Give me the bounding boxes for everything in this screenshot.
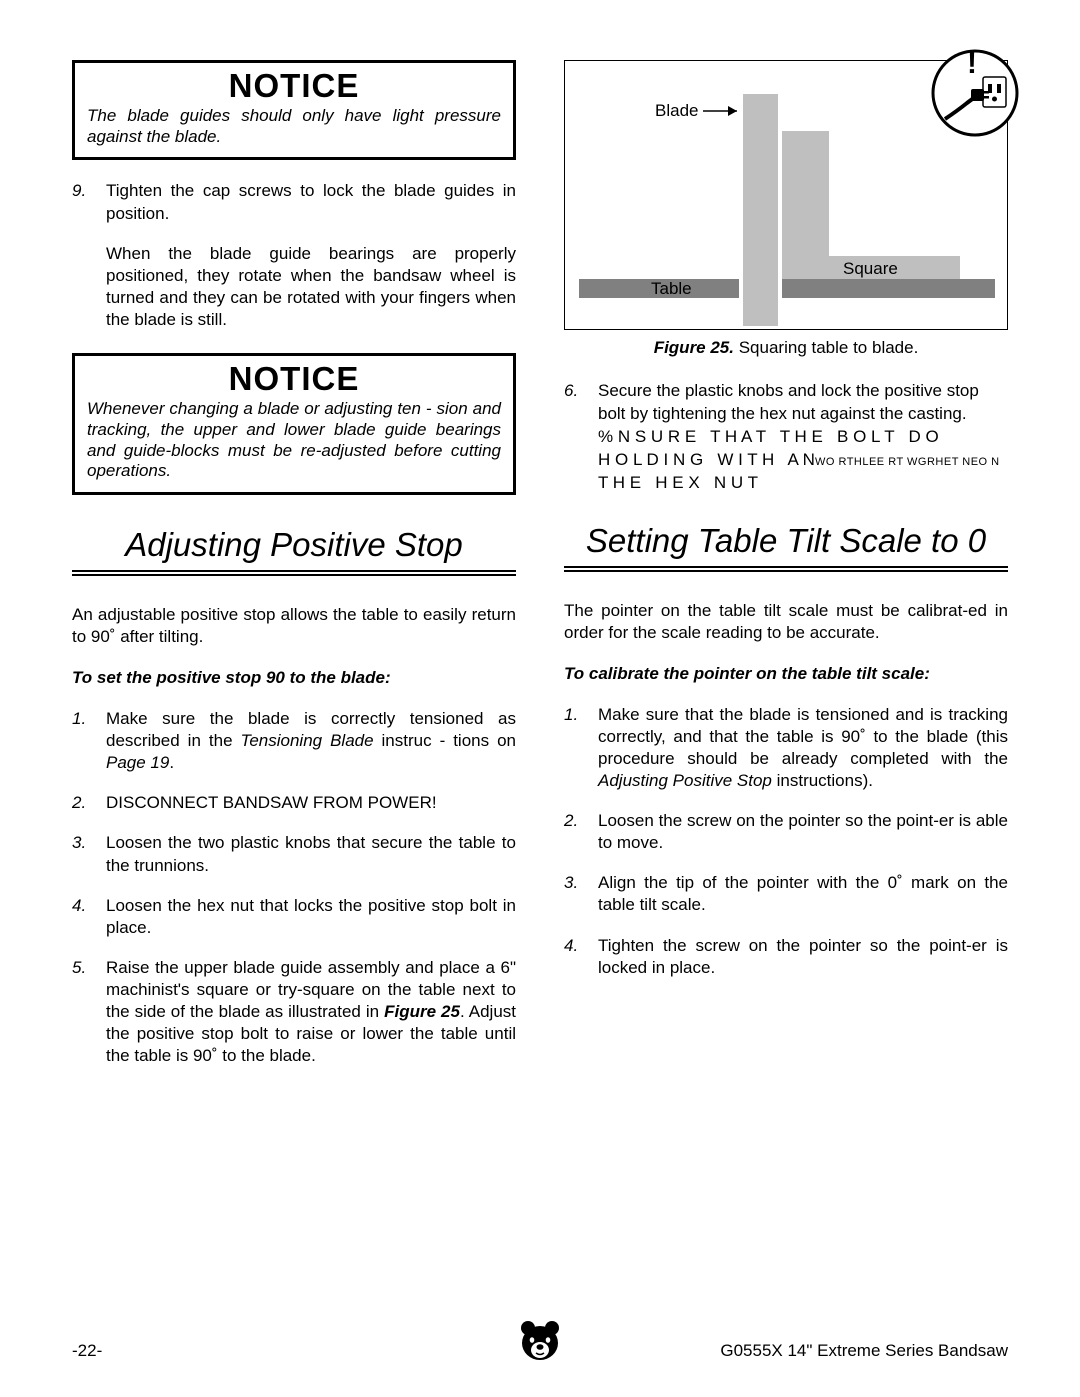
gap-right (778, 279, 782, 326)
tilt-lead: To calibrate the pointer on the table ti… (564, 664, 1008, 684)
adj-step-5: 5. Raise the upper blade guide assembly … (72, 957, 516, 1067)
notice-2-body: Whenever changing a blade or adjusting t… (87, 399, 501, 482)
adj-step-4: 4. Loosen the hex nut that locks the pos… (72, 895, 516, 939)
s1d: Page 19 (106, 753, 169, 772)
unplug-warning-svg: ! (929, 47, 1021, 139)
step-9: 9. Tighten the cap screws to lock the bl… (72, 180, 516, 224)
plug-body (971, 89, 984, 101)
adjusting-intro: An adjustable positive stop allows the t… (72, 604, 516, 648)
tilt-step-2: 2. Loosen the screw on the pointer so th… (564, 810, 1008, 854)
figure-25-cap-text: Squaring table to blade. (734, 338, 918, 357)
prong-2 (983, 96, 989, 99)
s6c: H O L D I N G W I T H A N (598, 450, 815, 469)
tilt-step-2-text: Loosen the screw on the pointer so the p… (598, 810, 1008, 854)
tilt-step-4-num: 4. (564, 935, 598, 979)
section-title-adjusting-text: Adjusting Positive Stop (125, 526, 463, 563)
two-column-layout: NOTICE The blade guides should only have… (72, 60, 1008, 1085)
step-9-text-a: Tighten the cap screws to lock the blade… (106, 180, 516, 224)
step-6-text: Secure the plastic knobs and lock the po… (598, 380, 1008, 495)
tilt-step-4-text: Tighten the screw on the pointer so the … (598, 935, 1008, 979)
step-9-text-b: When the blade guide bearings are proper… (106, 243, 516, 331)
notice-box-2: NOTICE Whenever changing a blade or adju… (72, 353, 516, 495)
tilt-step-3-num: 3. (564, 872, 598, 916)
notice-box-1: NOTICE The blade guides should only have… (72, 60, 516, 160)
r1a: Make sure that the blade is tensioned an… (598, 705, 1008, 768)
page-number: -22- (72, 1341, 102, 1361)
adjusting-lead: To set the positive stop 90 to the blade… (72, 668, 516, 688)
adj-step-5-num: 5. (72, 957, 106, 1067)
section-rule-left (72, 570, 516, 576)
prong-1 (983, 91, 989, 94)
adj-step-4-num: 4. (72, 895, 106, 939)
s6d: WO RTHLEE RT WGRHET NEO N (815, 456, 1000, 468)
adj-step-3-num: 3. (72, 832, 106, 876)
adj-step-1-text: Make sure the blade is correctly tension… (106, 708, 516, 774)
notice-2-title: NOTICE (87, 360, 501, 398)
section-rule-right (564, 566, 1008, 572)
outlet-ground (992, 97, 997, 102)
right-column: Blade Square Table ! (564, 60, 1008, 1085)
unplug-warning-icon: ! (929, 47, 1021, 144)
tilt-step-3: 3. Align the tip of the pointer with the… (564, 872, 1008, 916)
r1c: instructions). (772, 771, 873, 790)
adj-step-2-num: 2. (72, 792, 106, 814)
adj-step-1: 1. Make sure the blade is correctly tens… (72, 708, 516, 774)
adj-step-1-num: 1. (72, 708, 106, 774)
s6b: % N S U R E T H A T T H E B O L T D O (598, 427, 939, 446)
figure-25: Blade Square Table ! (564, 60, 1008, 330)
s1c: instruc - tions on (374, 731, 516, 750)
table-rect (579, 279, 995, 298)
s1e: . (169, 753, 174, 772)
step-6: 6. Secure the plastic knobs and lock the… (564, 380, 1008, 495)
adj-step-2: 2. DISCONNECT BANDSAW FROM POWER! (72, 792, 516, 814)
tilt-step-3-text: Align the tip of the pointer with the 0˚… (598, 872, 1008, 916)
step-9-number: 9. (72, 180, 106, 224)
blade-label: Blade (655, 101, 698, 120)
page-footer: -22- G0555X 14" Extreme Series Bandsaw (72, 1341, 1008, 1361)
adj-step-4-text: Loosen the hex nut that locks the positi… (106, 895, 516, 939)
table-label: Table (651, 279, 692, 298)
gap-left (739, 279, 743, 326)
s5b: Figure 25 (384, 1002, 460, 1021)
adj-step-5-text: Raise the upper blade guide assembly and… (106, 957, 516, 1067)
outlet-slot-2 (997, 84, 1001, 93)
section-title-tilt: Setting Table Tilt Scale to 0 (564, 523, 1008, 560)
adj-step-3: 3. Loosen the two plastic knobs that sec… (72, 832, 516, 876)
blade-rect (743, 94, 778, 326)
tilt-step-1: 1. Make sure that the blade is tensioned… (564, 704, 1008, 792)
s6a: Secure the plastic knobs and lock the po… (598, 381, 979, 423)
figure-25-caption: Figure 25. Squaring table to blade. (564, 338, 1008, 358)
section-title-tilt-text: Setting Table Tilt Scale to 0 (586, 522, 986, 559)
square-label: Square (843, 259, 898, 278)
figure-25-num: Figure 25. (654, 338, 734, 357)
r1b: Adjusting Positive Stop (598, 771, 772, 790)
tilt-step-2-num: 2. (564, 810, 598, 854)
tilt-step-1-num: 1. (564, 704, 598, 792)
step-6-num: 6. (564, 380, 598, 495)
adj-step-3-text: Loosen the two plastic knobs that secure… (106, 832, 516, 876)
left-column: NOTICE The blade guides should only have… (72, 60, 516, 1085)
tilt-step-1-text: Make sure that the blade is tensioned an… (598, 704, 1008, 792)
blade-arrow-head (728, 106, 737, 116)
s6e: T H E H E X N U T (598, 473, 758, 492)
section-title-adjusting: Adjusting Positive Stop (72, 527, 516, 564)
model-name: G0555X 14" Extreme Series Bandsaw (720, 1341, 1008, 1361)
notice-1-body: The blade guides should only have light … (87, 106, 501, 147)
tilt-intro: The pointer on the table tilt scale must… (564, 600, 1008, 644)
adj-step-2-text: DISCONNECT BANDSAW FROM POWER! (106, 792, 516, 814)
s1b: Tensioning Blade (241, 731, 374, 750)
exclaim-icon: ! (967, 47, 977, 80)
notice-1-title: NOTICE (87, 67, 501, 105)
bear-logo-icon (516, 1318, 564, 1367)
tilt-step-4: 4. Tighten the screw on the pointer so t… (564, 935, 1008, 979)
